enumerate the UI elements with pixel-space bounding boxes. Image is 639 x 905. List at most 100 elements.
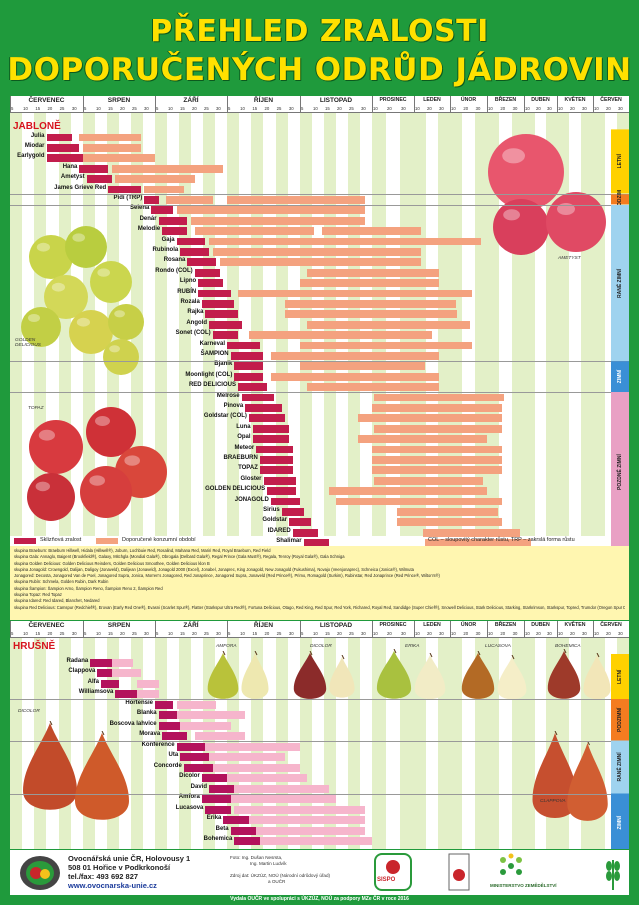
pear-variety-label: Williamsova (78, 689, 114, 695)
apple-ripeness-bar (209, 320, 242, 329)
pear-day-2-1: 10 (168, 631, 173, 636)
apple-consumer-bar (397, 518, 502, 527)
apple-variety-label: RUBÍN (177, 288, 197, 295)
apple-ripeness-bar (259, 455, 293, 464)
photo-line-1: Foto: Ing. Dušan Nesrsta, (230, 855, 283, 860)
apple-day-2-5: 30 (216, 106, 221, 111)
apple-season-separator (10, 204, 629, 206)
golden-delicious-apple-image (108, 304, 144, 340)
apple-month-divider-4 (300, 96, 301, 112)
pear-day-5-1: 20 (387, 631, 392, 636)
apple-ripeness-bar (267, 487, 297, 495)
apple-consumer-bar (227, 195, 365, 204)
pear-consumer-bar (212, 763, 300, 772)
variety-group-note: skupina Topaz: Red Topaz (14, 592, 62, 598)
pear-day-10-0: 10 (558, 631, 563, 636)
apple-consumer-bar (191, 216, 365, 225)
apple-day-3-1: 10 (240, 106, 245, 111)
pear-day-8-2: 30 (512, 631, 518, 636)
apple-ripeness-bar (303, 539, 329, 547)
clappova-pear-image (532, 731, 578, 818)
apple-ripeness-bar (230, 351, 264, 360)
pear-ripeness-bar (201, 795, 231, 803)
apple-consumer-bar (83, 154, 155, 163)
photo-line-2: Ing. Martin Ludvík (250, 861, 287, 866)
pear-day-3-3: 20 (264, 631, 270, 636)
pear-consumer-bar (176, 700, 217, 709)
apple-consumer-bar (248, 331, 432, 339)
apple-day-8-0: 10 (488, 106, 493, 111)
amfora-pear-image (207, 651, 239, 699)
pear-consumer-bar (180, 721, 231, 730)
apple-variety-label: IDARED (267, 527, 291, 534)
sispo-logo (374, 853, 412, 891)
apple-ripeness-bar (252, 424, 290, 433)
apple-day-8-2: 30 (512, 106, 518, 111)
pear-day-3-4: 25 (276, 631, 282, 636)
pear-day-4-5: 30 (361, 631, 366, 636)
pear-day-2-3: 20 (192, 631, 197, 636)
apple-consumer-bar (209, 237, 482, 246)
apple-ripeness-bar (289, 518, 311, 527)
apple-consumer-bar (374, 424, 502, 433)
apple-ripeness-bar (162, 227, 188, 235)
apple-month-divider-6 (414, 96, 415, 112)
pear-day-2-4: 25 (204, 631, 209, 636)
pear-day-9-0: 10 (525, 631, 530, 636)
apple-month-divider-5 (372, 96, 373, 112)
apple-variety-label: ŠAMPION (200, 350, 229, 357)
pear-month-divider-1 (83, 621, 84, 637)
apple-month-2: ZÁŘÍ (183, 97, 199, 104)
pear-fruit-label: ERIKA (405, 644, 420, 649)
pear-day-1-3: 20 (120, 631, 125, 636)
apple-variety-label: Rosana (163, 257, 186, 264)
season-podzim: PODZIM (611, 190, 629, 209)
pear-variety-label: Dicolor (179, 773, 200, 779)
apple-day-1-0: 5 (84, 106, 87, 111)
apple-day-0-4: 25 (59, 106, 65, 111)
apple-panel: ČERVENEC 5 10 15 20 25 30 SRPEN 5 10 15 20 25 30 ZÁŘÍ 5… (10, 96, 629, 620)
pear-day-0-0: 5 (11, 631, 14, 636)
pear-day-9-2: 30 (547, 631, 552, 636)
pear-panel: ČERVENEC 5 10 15 20 25 30 SRPEN 5 10 15 20 25 30 ZÁŘÍ 5… (10, 621, 629, 849)
pear-day-4-0: 5 (301, 631, 304, 636)
topaz-apple-image (27, 473, 75, 521)
apple-ripeness-bar (198, 279, 224, 287)
pear-month-divider-10 (557, 621, 558, 637)
apple-consumer-bar (424, 539, 531, 547)
apple-consumer-bar (397, 507, 499, 516)
apple-grid-stripe (10, 113, 23, 536)
apple-variety-label: Lipno (179, 278, 197, 285)
pear-day-10-1: 20 (570, 631, 575, 636)
apple-variety-label: Miodar (24, 142, 45, 149)
season-zimni: ZIMNÍ (611, 360, 629, 392)
dicolor-caption: DICOLOR (18, 709, 40, 714)
apple-day-7-0: 10 (451, 106, 456, 111)
apple-month-divider-2 (155, 96, 156, 112)
legend-ripeness-swatch (14, 538, 36, 544)
ametyst-apple-image (493, 199, 549, 255)
apple-variety-label: Pidi (TRP) (113, 194, 143, 201)
pear-consumer-bar (209, 753, 286, 761)
apple-variety-label: Rozala (180, 298, 200, 305)
apple-day-9-1: 20 (536, 106, 541, 111)
pear-day-4-3: 20 (337, 631, 342, 636)
apple-variety-label: TOPAZ (238, 465, 258, 472)
apple-month-divider-3 (227, 96, 228, 112)
pear-month-11: ČERVEN (600, 622, 622, 628)
pear-variety-label: Erika (206, 815, 222, 821)
org-website-link[interactable]: www.ovocnarska-unie.cz (68, 881, 157, 890)
apple-day-0-2: 15 (35, 106, 41, 111)
apple-month-divider-10 (557, 96, 558, 112)
pear-month-1: SRPEN (107, 622, 131, 629)
ovocnarska-unie-logo (20, 856, 60, 890)
dicolor-pear-image (329, 655, 355, 698)
apple-month-8: BŘEZEN (494, 97, 517, 103)
topaz-apple-image (80, 466, 132, 518)
apple-consumer-bar (165, 195, 213, 204)
pear-header-line (10, 637, 629, 638)
variety-group-note: skupina Gala: Annaglo, Baigent (Brookfie… (14, 554, 345, 560)
apple-month-divider-8 (487, 96, 488, 112)
ametyst-caption: AMETYST (558, 256, 581, 261)
apple-ripeness-bar (187, 258, 217, 267)
